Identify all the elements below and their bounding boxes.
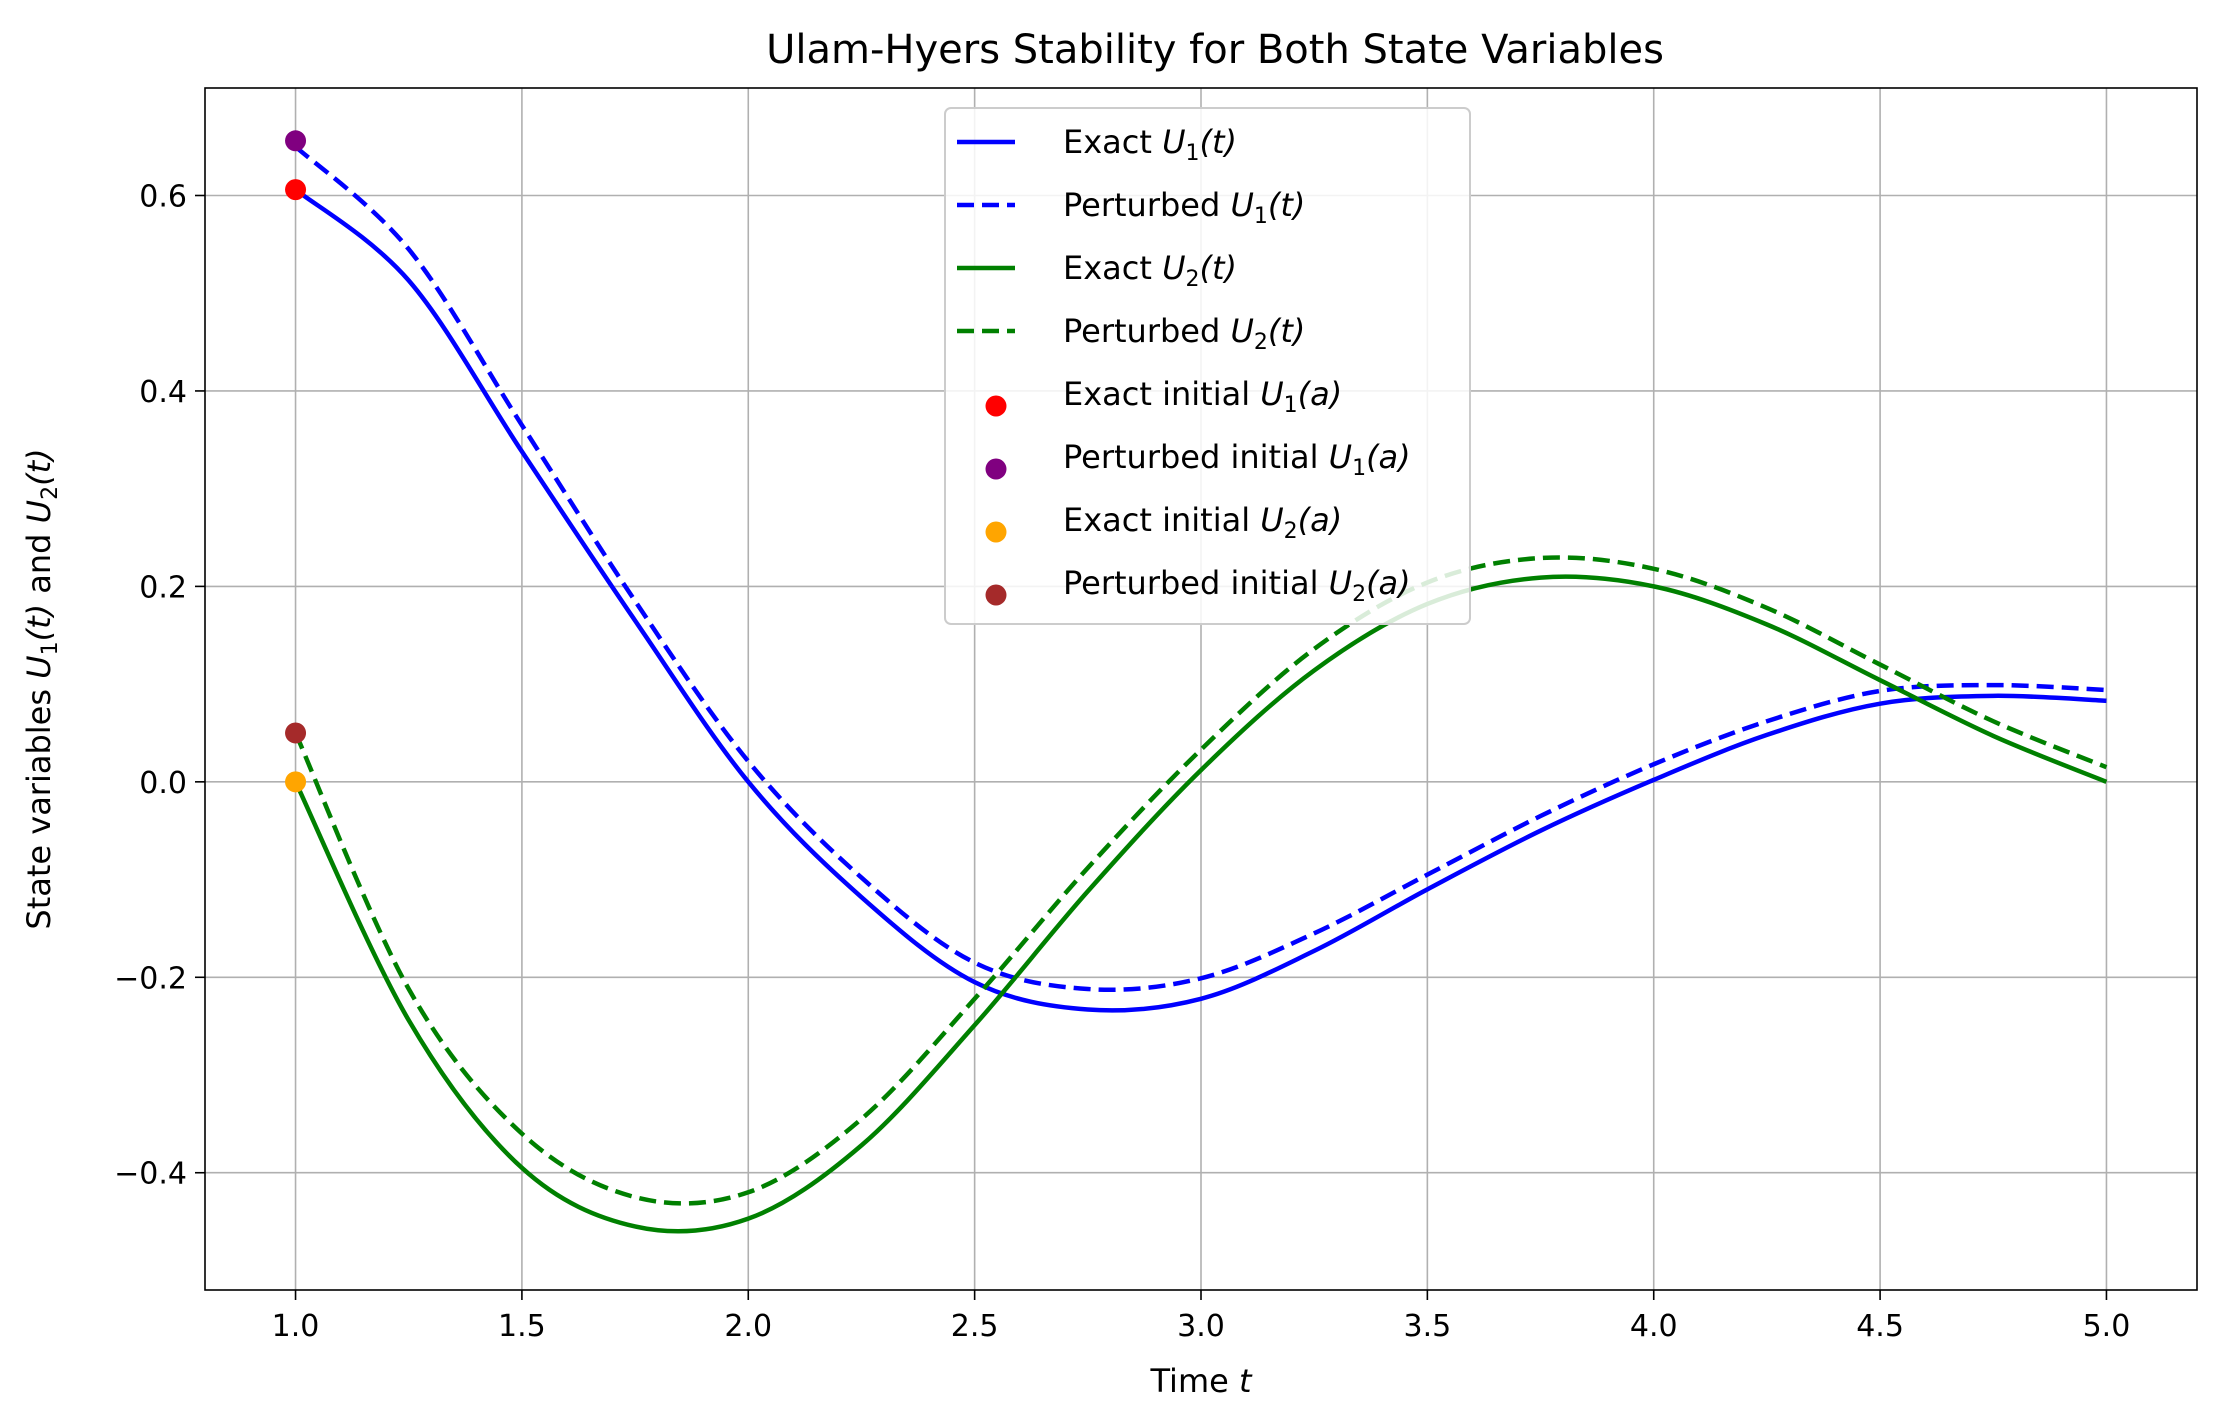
y-tick-label: 0.0 xyxy=(139,766,187,801)
x-tick-label: 3.0 xyxy=(1177,1309,1225,1344)
series-line-2 xyxy=(294,144,2107,993)
y-tick-label: 0.6 xyxy=(139,179,187,214)
legend-label-5: Exact initial U1(a) xyxy=(1063,375,1342,418)
initial-point-4 xyxy=(285,722,307,744)
x-tick-label: 3.5 xyxy=(1404,1309,1452,1344)
legend-label-3: Exact U2(t) xyxy=(1063,249,1237,292)
y-tick-label: 0.4 xyxy=(139,375,187,410)
series-line-1 xyxy=(294,187,2107,1013)
y-tick-label: −0.4 xyxy=(114,1157,187,1192)
y-tick-label: −0.2 xyxy=(114,961,187,996)
legend: Exact U1(t) Perturbed U1(t) Exact U2(t) Per… xyxy=(944,107,1471,625)
initial-point-2 xyxy=(285,130,307,152)
initial-point-1 xyxy=(285,179,307,201)
legend-label-7: Exact initial U2(a) xyxy=(1063,501,1342,544)
legend-marker-6 xyxy=(985,458,1007,480)
x-tick-label: 4.0 xyxy=(1630,1309,1678,1344)
points-layer xyxy=(285,130,307,793)
chart-title: Ulam-Hyers Stability for Both State Vari… xyxy=(766,27,1664,73)
x-axis-ticks: 1.0 1.5 2.0 2.5 3.0 3.5 4.0 4.5 5.0 xyxy=(272,1290,2131,1344)
x-tick-label: 1.5 xyxy=(498,1309,546,1344)
y-tick-label: 0.2 xyxy=(139,570,187,605)
series-line-3 xyxy=(293,574,2108,1234)
x-tick-label: 5.0 xyxy=(2083,1309,2131,1344)
x-tick-label: 2.0 xyxy=(724,1309,772,1344)
legend-label-6: Perturbed initial U1(a) xyxy=(1063,438,1411,481)
legend-label-8: Perturbed initial U2(a) xyxy=(1063,564,1411,607)
legend-label-1: Exact U1(t) xyxy=(1063,123,1237,166)
x-tick-label: 2.5 xyxy=(951,1309,999,1344)
x-tick-label: 4.5 xyxy=(1856,1309,1904,1344)
legend-marker-5 xyxy=(985,395,1007,417)
series-layer xyxy=(293,144,2108,1234)
x-axis-label: Time t xyxy=(1149,1362,1252,1400)
y-axis-label: State variables U1(t) and U2(t) xyxy=(20,448,63,929)
legend-box xyxy=(944,107,1471,625)
legend-label-4: Perturbed U2(t) xyxy=(1063,312,1305,355)
legend-label-2: Perturbed U1(t) xyxy=(1063,186,1305,229)
series-line-4 xyxy=(293,555,2108,1206)
legend-marker-8 xyxy=(985,584,1007,606)
legend-marker-7 xyxy=(985,521,1007,543)
x-tick-label: 1.0 xyxy=(272,1309,320,1344)
initial-point-3 xyxy=(285,771,307,793)
y-axis-ticks: −0.4 −0.2 0.0 0.2 0.4 0.6 xyxy=(114,179,205,1192)
